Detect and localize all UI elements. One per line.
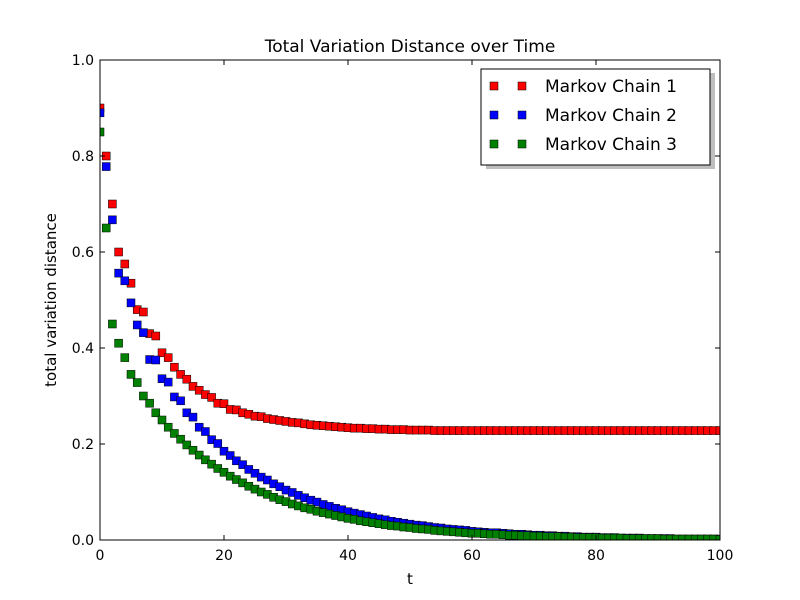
data-point	[219, 399, 229, 408]
data-point	[201, 455, 210, 465]
data-point	[151, 331, 161, 341]
legend-marker	[489, 110, 499, 120]
ticks-layer: 0 20 40 60 80 100 0.0 0.2 0.4 0.6 0.8 1.0	[72, 53, 734, 564]
plot-frame	[99, 59, 721, 541]
legend: Markov Chain 1 Markov Chain 2 Markov Chain…	[480, 68, 715, 169]
data-point	[207, 393, 216, 402]
y-tick-label: 0.8	[72, 149, 94, 165]
data-point	[151, 355, 161, 365]
y-tick-label: 0.4	[72, 341, 94, 357]
data-point	[188, 412, 198, 422]
data-point	[101, 162, 111, 171]
data-point	[120, 353, 130, 362]
data-point	[213, 439, 223, 448]
data-point	[101, 223, 111, 233]
legend-entry: Markov Chain 3	[489, 135, 677, 155]
data-point	[114, 247, 123, 257]
y-axis-label: total variation distance	[42, 213, 60, 387]
data-point	[238, 460, 247, 469]
data-point	[114, 268, 123, 278]
x-tick-label: 60	[463, 548, 481, 564]
data-point	[108, 319, 117, 329]
data-point	[100, 127, 105, 137]
data-point	[126, 298, 136, 308]
data-point	[163, 377, 173, 387]
data-point	[126, 370, 136, 379]
x-tick-label: 20	[215, 548, 233, 564]
data-point	[145, 398, 154, 408]
series-3	[100, 127, 720, 540]
legend-label: Markov Chain 3	[545, 135, 677, 155]
x-axis-label: t	[407, 570, 413, 588]
data-point	[176, 434, 185, 444]
x-tick-label: 100	[707, 548, 734, 564]
legend-marker	[517, 139, 527, 149]
data-point	[182, 374, 192, 384]
data-point	[163, 353, 173, 362]
data-point	[157, 348, 167, 358]
data-point	[170, 429, 179, 438]
y-tick-label: 0.6	[72, 245, 94, 261]
data-point	[176, 370, 185, 379]
data-point	[163, 422, 173, 432]
data-point	[139, 307, 148, 317]
data-point	[108, 215, 117, 225]
data-point	[132, 378, 142, 387]
data-point	[120, 259, 130, 269]
data-point	[201, 427, 210, 436]
data-point	[194, 450, 204, 460]
legend-entry: Markov Chain 2	[489, 106, 677, 126]
data-point	[151, 408, 161, 418]
y-tick-label: 0.0	[72, 533, 94, 549]
series-1	[100, 103, 720, 435]
data-point	[207, 459, 216, 469]
data-point	[194, 385, 204, 395]
legend-entries: Markov Chain 1 Markov Chain 2 Markov Chain…	[489, 77, 677, 155]
data-point	[120, 276, 130, 286]
legend-marker	[517, 81, 527, 91]
legend-marker	[489, 81, 499, 91]
y-tick-label: 1.0	[72, 53, 94, 69]
data-point	[188, 445, 198, 455]
data-point	[100, 103, 105, 113]
data-point	[170, 362, 179, 372]
y-tick-label: 0.2	[72, 437, 94, 453]
legend-label: Markov Chain 2	[545, 106, 677, 126]
data-point	[219, 446, 229, 456]
legend-label: Markov Chain 1	[545, 77, 677, 97]
x-tick-label: 80	[587, 548, 605, 564]
markers-layer	[100, 103, 720, 540]
legend-entry: Markov Chain 1	[489, 77, 677, 97]
data-point	[715, 426, 720, 435]
legend-marker	[489, 139, 499, 149]
data-point	[114, 338, 123, 348]
chart-title: Total Variation Distance over Time	[264, 37, 556, 57]
data-point	[139, 391, 148, 401]
data-point	[139, 328, 148, 337]
data-point	[225, 451, 235, 460]
data-point	[157, 415, 167, 425]
data-point	[182, 408, 192, 418]
data-point	[132, 320, 142, 330]
x-tick-label: 40	[339, 548, 357, 564]
data-point	[176, 396, 185, 406]
legend-marker	[517, 110, 527, 120]
x-tick-label: 0	[96, 548, 105, 564]
data-point	[194, 422, 204, 432]
data-point	[100, 108, 105, 118]
data-point	[182, 440, 192, 450]
data-point	[108, 199, 117, 209]
